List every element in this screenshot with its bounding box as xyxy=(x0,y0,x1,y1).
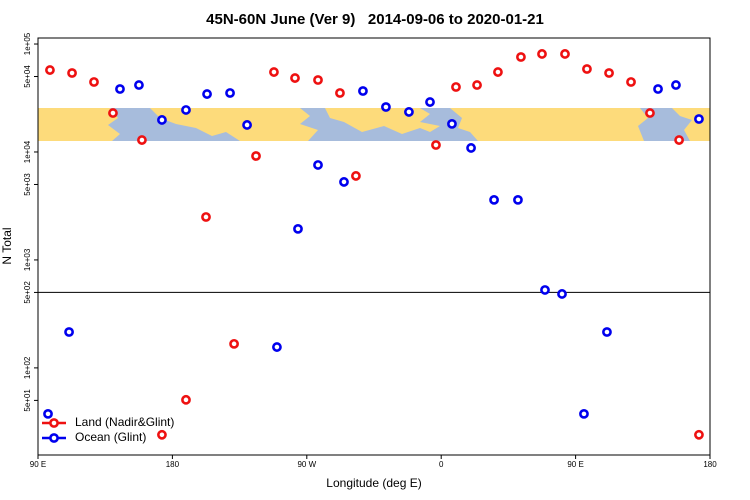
point xyxy=(540,285,550,295)
point xyxy=(137,135,147,145)
point xyxy=(513,194,523,205)
point xyxy=(604,68,614,78)
map-land xyxy=(150,108,318,141)
point xyxy=(202,89,212,99)
y-tick-label: 5e+02 xyxy=(23,281,32,304)
point xyxy=(134,80,144,90)
point xyxy=(181,394,191,405)
point xyxy=(516,52,526,62)
map-land xyxy=(450,108,648,141)
y-axis-label: N Total xyxy=(0,227,14,264)
x-tick-label: 90 E xyxy=(30,460,46,469)
point xyxy=(269,67,279,77)
point xyxy=(431,140,441,150)
point xyxy=(472,80,482,90)
map-land xyxy=(38,108,120,141)
legend-marker xyxy=(49,433,59,443)
point xyxy=(579,408,589,419)
point xyxy=(339,177,349,187)
y-tick-label: 1e+05 xyxy=(23,32,32,55)
point xyxy=(313,160,323,170)
y-tick-label: 1e+04 xyxy=(23,140,32,163)
legend-marker xyxy=(49,418,59,428)
chart-title: 45N-60N June (Ver 9) 2014-09-06 to 2020-… xyxy=(206,11,544,28)
point xyxy=(653,84,663,94)
y-tick-label: 5e+03 xyxy=(23,173,32,196)
y-tick-label: 5e+01 xyxy=(23,389,32,412)
point xyxy=(157,429,167,440)
point xyxy=(466,143,476,153)
point xyxy=(290,73,300,83)
point xyxy=(313,75,323,85)
point xyxy=(89,77,99,87)
point xyxy=(108,108,118,118)
point xyxy=(64,327,74,337)
x-tick-label: 180 xyxy=(166,460,180,469)
point xyxy=(272,342,282,352)
point xyxy=(557,289,567,299)
point xyxy=(242,120,252,130)
plot-frame xyxy=(37,37,711,456)
x-axis-label: Longitude (deg E) xyxy=(326,476,421,490)
point xyxy=(645,108,655,118)
point xyxy=(602,327,612,337)
point xyxy=(404,107,414,117)
x-tick-label: 90 W xyxy=(297,460,316,469)
point xyxy=(489,194,499,205)
point xyxy=(537,49,547,59)
point xyxy=(447,119,457,129)
point xyxy=(560,49,570,59)
y-tick-label: 1e+03 xyxy=(23,248,32,271)
point xyxy=(225,88,235,98)
point xyxy=(674,135,684,145)
point xyxy=(425,97,435,107)
legend-label: Ocean (Glint) xyxy=(75,430,146,444)
point xyxy=(381,102,391,112)
point xyxy=(582,64,592,74)
x-tick-label: 0 xyxy=(439,460,444,469)
point xyxy=(251,151,261,161)
point xyxy=(694,114,704,124)
y-tick-label: 1e+02 xyxy=(23,356,32,379)
point xyxy=(358,86,368,96)
point xyxy=(671,80,681,90)
point xyxy=(43,408,53,419)
x-tick-label: 180 xyxy=(703,460,717,469)
point xyxy=(229,338,239,349)
point xyxy=(67,68,77,78)
point xyxy=(335,88,345,98)
point xyxy=(451,82,461,92)
point xyxy=(181,105,191,115)
legend-label: Land (Nadir&Glint) xyxy=(75,415,174,429)
world-map xyxy=(38,108,710,141)
point xyxy=(45,65,55,75)
point xyxy=(115,84,125,94)
point xyxy=(493,67,503,77)
point xyxy=(626,77,636,87)
point xyxy=(201,212,211,222)
x-tick-label: 90 E xyxy=(567,460,583,469)
point xyxy=(157,115,167,125)
point xyxy=(694,429,704,440)
y-tick-label: 5e+04 xyxy=(23,65,32,88)
point xyxy=(293,223,303,234)
point xyxy=(351,171,361,181)
